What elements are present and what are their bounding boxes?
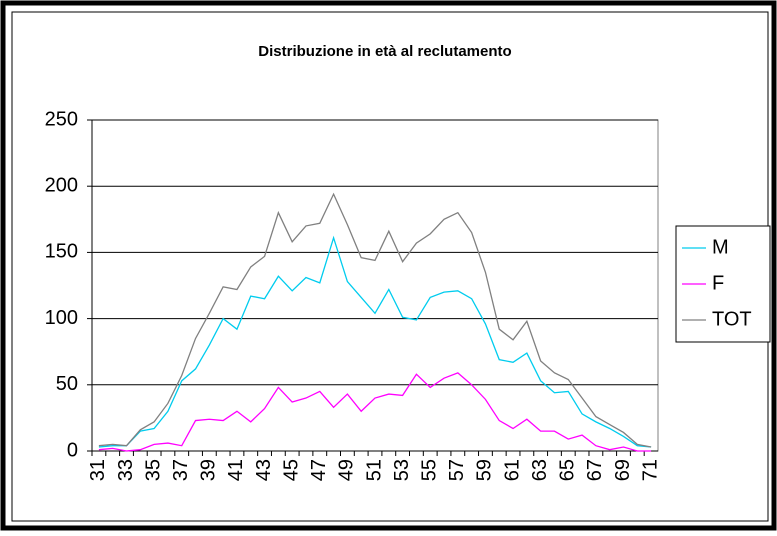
x-tick-label: 63 [529, 459, 551, 481]
x-tick-label: 69 [612, 459, 634, 481]
y-tick-label: 250 [45, 108, 78, 130]
x-tick-label: 49 [336, 459, 358, 481]
x-tick-label: 57 [446, 459, 468, 481]
y-tick-label: 150 [45, 241, 78, 263]
x-tick-label: 33 [115, 459, 137, 481]
x-tick-label: 39 [198, 459, 220, 481]
y-tick-label: 0 [67, 439, 78, 461]
x-tick-label: 55 [419, 459, 441, 481]
series-line [98, 235, 652, 448]
legend-label: F [712, 272, 724, 294]
x-tick-label: 65 [557, 459, 579, 481]
x-tick-label: 59 [474, 459, 496, 481]
y-tick-label: 100 [45, 307, 78, 329]
x-tick-label: 71 [639, 459, 661, 481]
x-tick-label: 35 [142, 459, 164, 481]
legend-label: M [712, 236, 729, 258]
chart-title: Distribuzione in età al reclutamento [258, 43, 511, 60]
legend-label: TOT [712, 308, 752, 330]
y-tick-label: 50 [56, 373, 78, 395]
x-tick-label: 31 [87, 459, 109, 481]
x-tick-label: 47 [308, 459, 330, 481]
x-tick-label: 61 [501, 459, 523, 481]
x-tick-label: 37 [170, 459, 192, 481]
series-line [98, 372, 652, 452]
x-tick-label: 43 [253, 459, 275, 481]
x-tick-label: 51 [363, 459, 385, 481]
y-tick-label: 200 [45, 174, 78, 196]
x-tick-label: 67 [584, 459, 606, 481]
x-tick-label: 45 [280, 459, 302, 481]
series-line [98, 192, 652, 448]
x-tick-label: 41 [225, 459, 247, 481]
x-tick-label: 53 [391, 459, 413, 481]
